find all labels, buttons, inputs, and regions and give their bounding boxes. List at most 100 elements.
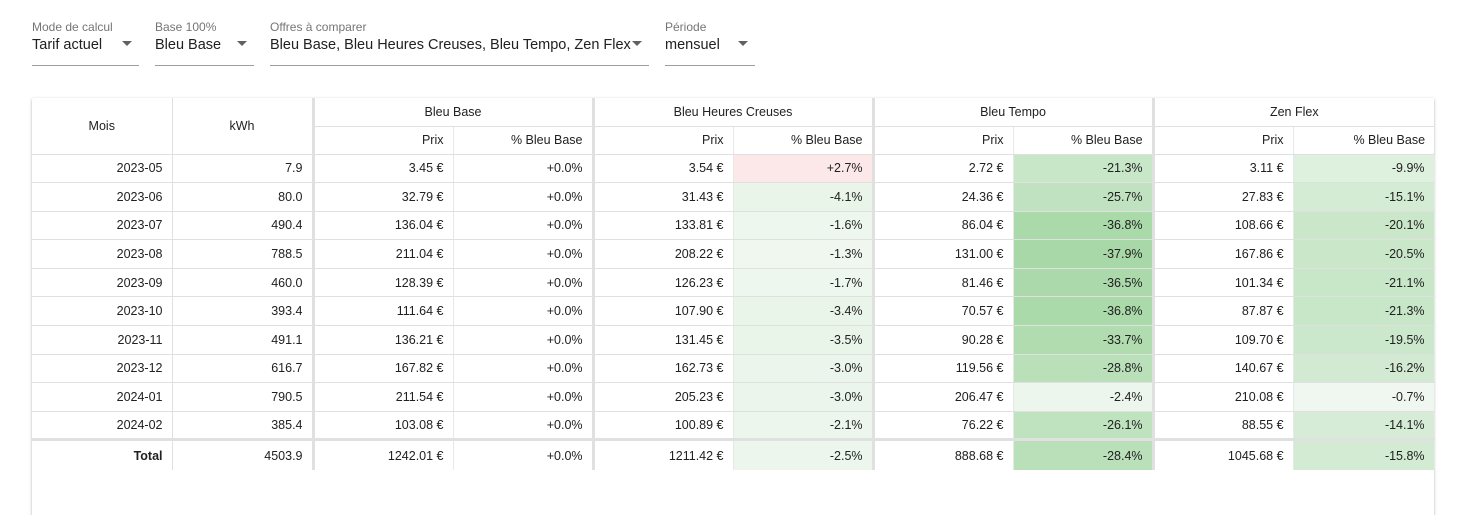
pct-bleu-base-cell: +0.0% <box>453 239 594 269</box>
pct-bleu-base-cell: -21.3% <box>1013 154 1154 184</box>
offres-a-comparer-select[interactable]: Offres à comparer Bleu Base, Bleu Heures… <box>270 16 649 66</box>
pct-bleu-base-cell: -36.8% <box>1013 211 1154 241</box>
prix-cell: 87.87 € <box>1151 296 1294 327</box>
prix-cell: 1211.42 € <box>591 438 734 470</box>
periode-label: Période <box>665 20 707 34</box>
prix-cell: 109.70 € <box>1151 325 1294 355</box>
prix-cell: 31.43 € <box>591 182 734 212</box>
pct-bleu-base-cell: +0.0% <box>453 438 594 470</box>
pct-bleu-base-cell: -19.5% <box>1293 325 1435 355</box>
chevron-down-icon[interactable] <box>122 41 132 46</box>
offres-a-comparer-value: Bleu Base, Bleu Heures Creuses, Bleu Tem… <box>270 37 631 53</box>
prix-cell: 119.56 € <box>871 354 1014 384</box>
prix-cell: 140.67 € <box>1151 354 1294 384</box>
pct-bleu-base-cell: -1.3% <box>733 239 874 269</box>
table-row: 2023-07 490.4 136.04 € +0.0% 133.81 € -1.6% 86… <box>32 211 1435 241</box>
table-body: 2023-05 7.9 3.45 € +0.0% 3.54 € +2.7% 2.72 € -2… <box>32 154 1435 470</box>
column-header-prix: Prix <box>311 126 454 155</box>
table-row: 2023-09 460.0 128.39 € +0.0% 126.23 € -1.7% 81… <box>32 268 1435 298</box>
kwh-cell: 491.1 <box>172 325 313 355</box>
column-header-prix: Prix <box>1151 126 1294 155</box>
periode-select[interactable]: Période mensuel <box>665 16 755 66</box>
group-header-bleu-tempo: Bleu Tempo <box>871 98 1154 127</box>
table-row: 2024-02 385.4 103.08 € +0.0% 100.89 € -2.1% 76… <box>32 411 1435 441</box>
prix-cell: 3.11 € <box>1151 154 1294 184</box>
pct-bleu-base-cell: -0.7% <box>1293 382 1435 412</box>
prix-cell: 101.34 € <box>1151 268 1294 298</box>
column-header-prix: Prix <box>871 126 1014 155</box>
prix-cell: 1045.68 € <box>1151 438 1294 470</box>
base-100-select[interactable]: Base 100% Bleu Base <box>155 16 254 66</box>
pct-bleu-base-cell: -1.7% <box>733 268 874 298</box>
kwh-cell: 460.0 <box>172 268 313 298</box>
prix-cell: 208.22 € <box>591 239 734 269</box>
pct-bleu-base-cell: -37.9% <box>1013 239 1154 269</box>
table-row: 2023-12 616.7 167.82 € +0.0% 162.73 € -3.0% 11… <box>32 354 1435 384</box>
mois-cell: 2023-10 <box>32 296 173 327</box>
pct-bleu-base-cell: -16.2% <box>1293 354 1435 384</box>
prix-cell: 76.22 € <box>871 411 1014 441</box>
mois-cell: 2023-12 <box>32 354 173 384</box>
mode-de-calcul-select[interactable]: Mode de calcul Tarif actuel <box>32 16 139 66</box>
pct-bleu-base-cell: +0.0% <box>453 411 594 441</box>
prix-cell: 27.83 € <box>1151 182 1294 212</box>
mois-cell: 2024-01 <box>32 382 173 412</box>
prix-cell: 167.82 € <box>311 354 454 384</box>
periode-value: mensuel <box>665 37 720 53</box>
kwh-cell: 788.5 <box>172 239 313 269</box>
pct-bleu-base-cell: +2.7% <box>733 154 874 184</box>
mois-cell: Total <box>32 438 173 470</box>
pct-bleu-base-cell: -15.8% <box>1293 438 1435 470</box>
chevron-down-icon[interactable] <box>738 41 748 46</box>
prix-cell: 133.81 € <box>591 211 734 241</box>
pct-bleu-base-cell: +0.0% <box>453 296 594 327</box>
prix-cell: 81.46 € <box>871 268 1014 298</box>
prix-cell: 210.08 € <box>1151 382 1294 412</box>
kwh-cell: 7.9 <box>172 154 313 184</box>
prix-cell: 3.54 € <box>591 154 734 184</box>
column-header-kwh: kWh <box>172 98 313 155</box>
mois-cell: 2023-09 <box>32 268 173 298</box>
kwh-cell: 4503.9 <box>172 438 313 470</box>
prix-cell: 136.21 € <box>311 325 454 355</box>
chevron-down-icon[interactable] <box>632 41 642 46</box>
pct-bleu-base-cell: +0.0% <box>453 382 594 412</box>
pct-bleu-base-cell: +0.0% <box>453 154 594 184</box>
pct-bleu-base-cell: -2.1% <box>733 411 874 441</box>
pct-bleu-base-cell: -20.1% <box>1293 211 1435 241</box>
pct-bleu-base-cell: -3.4% <box>733 296 874 327</box>
column-header-mois: Mois <box>32 98 173 155</box>
base-100-value: Bleu Base <box>155 37 222 53</box>
pct-bleu-base-cell: -3.0% <box>733 354 874 384</box>
comparison-table-card: Mois kWh Bleu Base Bleu Heures Creuses B… <box>32 98 1435 515</box>
column-header-pct-bleu-base: % Bleu Base <box>453 126 594 155</box>
prix-cell: 24.36 € <box>871 182 1014 212</box>
pct-bleu-base-cell: -20.5% <box>1293 239 1435 269</box>
group-header-zen-flex: Zen Flex <box>1151 98 1435 127</box>
prix-cell: 2.72 € <box>871 154 1014 184</box>
mois-cell: 2023-11 <box>32 325 173 355</box>
pct-bleu-base-cell: -33.7% <box>1013 325 1154 355</box>
pct-bleu-base-cell: -2.4% <box>1013 382 1154 412</box>
prix-cell: 131.45 € <box>591 325 734 355</box>
prix-cell: 126.23 € <box>591 268 734 298</box>
prix-cell: 107.90 € <box>591 296 734 327</box>
prix-cell: 205.23 € <box>591 382 734 412</box>
pct-bleu-base-cell: -15.1% <box>1293 182 1435 212</box>
pct-bleu-base-cell: -1.6% <box>733 211 874 241</box>
pct-bleu-base-cell: +0.0% <box>453 268 594 298</box>
kwh-cell: 790.5 <box>172 382 313 412</box>
pct-bleu-base-cell: +0.0% <box>453 182 594 212</box>
mois-cell: 2023-07 <box>32 211 173 241</box>
column-header-pct-bleu-base: % Bleu Base <box>1293 126 1435 155</box>
kwh-cell: 80.0 <box>172 182 313 212</box>
kwh-cell: 616.7 <box>172 354 313 384</box>
prix-cell: 131.00 € <box>871 239 1014 269</box>
column-header-pct-bleu-base: % Bleu Base <box>1013 126 1154 155</box>
mois-cell: 2024-02 <box>32 411 173 441</box>
pct-bleu-base-cell: -25.7% <box>1013 182 1154 212</box>
chevron-down-icon[interactable] <box>237 41 247 46</box>
pct-bleu-base-cell: -3.5% <box>733 325 874 355</box>
kwh-cell: 385.4 <box>172 411 313 441</box>
offres-a-comparer-label: Offres à comparer <box>270 20 367 34</box>
